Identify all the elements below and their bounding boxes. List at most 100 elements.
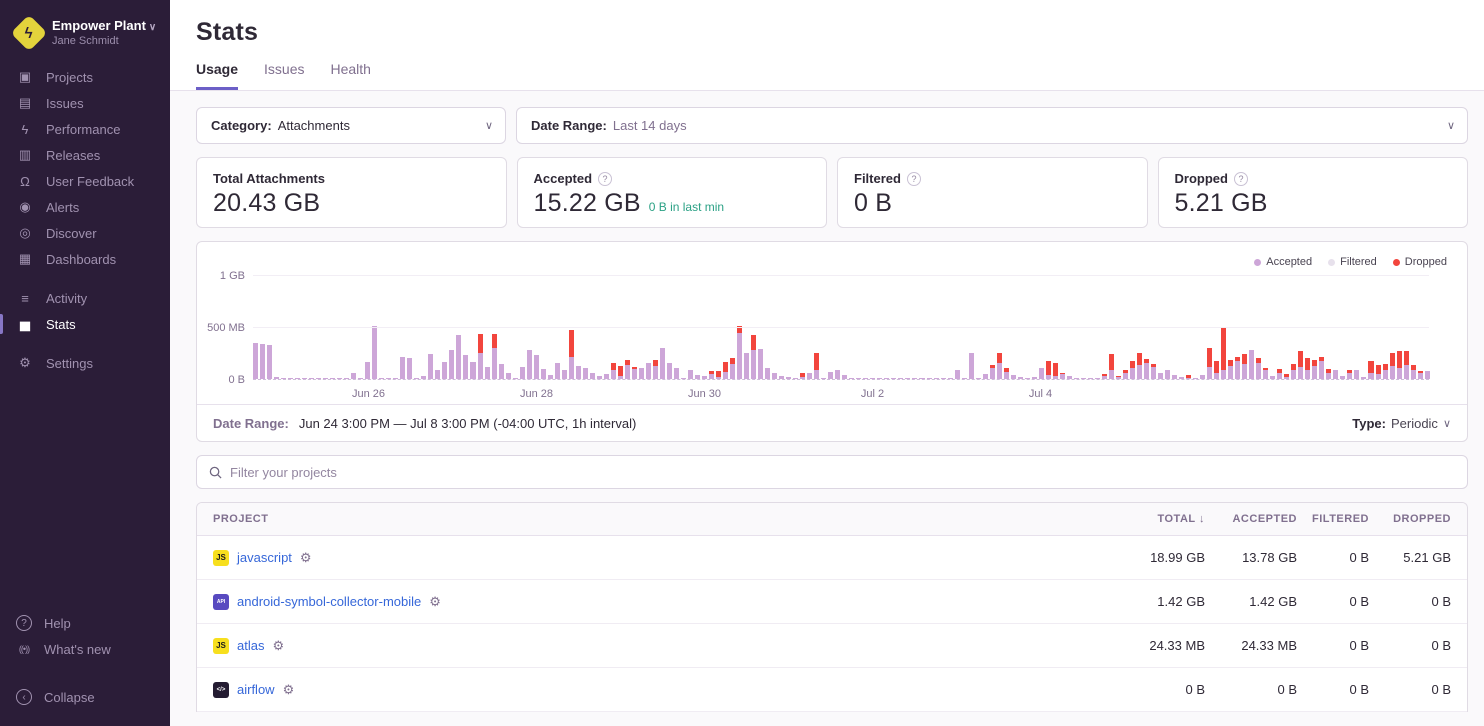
chart-bar[interactable] (274, 377, 280, 379)
chart-bar[interactable] (1108, 354, 1114, 379)
chart-bar[interactable] (793, 378, 799, 379)
chart-bar[interactable] (302, 378, 308, 379)
chart-bar[interactable] (1389, 353, 1395, 379)
chart-bar[interactable] (1319, 357, 1325, 379)
sidebar-item-dashboards[interactable]: ▦ Dashboards (0, 246, 170, 272)
chart-bar[interactable] (730, 358, 736, 379)
chart-bar[interactable] (933, 378, 939, 379)
chart-bar[interactable] (1017, 377, 1023, 379)
chart-bar[interactable] (989, 364, 995, 379)
chart-bar[interactable] (295, 378, 301, 379)
chart-bar[interactable] (1010, 375, 1016, 379)
chart-bar[interactable] (1263, 367, 1269, 379)
chart-bar[interactable] (884, 378, 890, 379)
chart-bar[interactable] (1298, 351, 1304, 379)
project-filter-input[interactable] (230, 464, 1455, 480)
tab-usage[interactable]: Usage (196, 61, 239, 90)
chart-bar[interactable] (631, 366, 637, 379)
sidebar-item-settings[interactable]: ⚙ Settings (0, 350, 170, 376)
chart-bar[interactable] (561, 369, 567, 379)
chart-bar[interactable] (512, 378, 518, 379)
chart-bar[interactable] (442, 361, 448, 379)
chart-bar[interactable] (1052, 362, 1058, 379)
chart-bar[interactable] (877, 378, 883, 379)
project-link[interactable]: atlas (237, 638, 265, 653)
chart-bar[interactable] (870, 378, 876, 379)
chart-bar[interactable] (1375, 364, 1381, 379)
chart-bar[interactable] (1361, 376, 1367, 379)
legend-item-dropped[interactable]: Dropped (1392, 256, 1447, 268)
chart-bar[interactable] (1214, 360, 1220, 379)
chart-bar[interactable] (1417, 370, 1423, 379)
chart-bar[interactable] (926, 378, 932, 379)
chart-bar[interactable] (645, 363, 651, 379)
column-header-accepted[interactable]: ACCEPTED (1205, 513, 1297, 525)
chart-bar[interactable] (1143, 359, 1149, 379)
project-settings-gear-icon[interactable]: ⚙ (272, 637, 285, 653)
chart-bar[interactable] (1284, 373, 1290, 379)
chart-bar[interactable] (379, 377, 385, 379)
chart-bar[interactable] (898, 378, 904, 379)
chart-bar[interactable] (540, 369, 546, 379)
chart-bar[interactable] (1354, 369, 1360, 379)
chart-bar[interactable] (1101, 374, 1107, 379)
chart-bar[interactable] (603, 374, 609, 379)
chart-bar[interactable] (484, 366, 490, 379)
chart-bar[interactable] (968, 353, 974, 379)
chart-bar[interactable] (1326, 368, 1332, 379)
chart-bar[interactable] (919, 378, 925, 379)
chart-bar[interactable] (1122, 369, 1128, 379)
sidebar-item-releases[interactable]: ▥ Releases (0, 142, 170, 168)
chart-bar[interactable] (1024, 378, 1030, 379)
chart-bar[interactable] (400, 357, 406, 379)
org-switcher[interactable]: ϟ Empower Plant ∨ Jane Schmidt (0, 14, 170, 64)
chart-bar[interactable] (1129, 360, 1135, 379)
chart-bar[interactable] (814, 353, 820, 379)
chart-bar[interactable] (673, 367, 679, 379)
chart-bar[interactable] (1172, 374, 1178, 379)
chart-bar[interactable] (316, 378, 322, 379)
column-header-project[interactable]: PROJECT (197, 513, 1113, 525)
chart-bar[interactable] (638, 367, 644, 379)
chart-bar[interactable] (386, 378, 392, 379)
chart-bar[interactable] (758, 349, 764, 379)
chart-bar[interactable] (912, 378, 918, 379)
chart-bar[interactable] (505, 373, 511, 379)
chart-bar[interactable] (554, 363, 560, 379)
chart-bar[interactable] (498, 364, 504, 379)
category-select[interactable]: Category: Attachments ∨ (196, 107, 506, 144)
chart-bar[interactable] (428, 353, 434, 379)
info-icon[interactable]: ? (1233, 171, 1248, 186)
chart-bar[interactable] (281, 378, 287, 379)
sidebar-item-projects[interactable]: ▣ Projects (0, 64, 170, 90)
chart-bar[interactable] (1235, 357, 1241, 379)
sidebar-item-performance[interactable]: ϟ Performance (0, 116, 170, 142)
sidebar-item-activity[interactable]: ≡ Activity (0, 285, 170, 311)
chart-bar[interactable] (891, 378, 897, 379)
chart-bar[interactable] (1228, 359, 1234, 379)
chart-bar[interactable] (821, 378, 827, 379)
project-link[interactable]: airflow (237, 682, 275, 697)
chart-bar[interactable] (1333, 369, 1339, 379)
chart-bar[interactable] (344, 378, 350, 379)
chart-bar[interactable] (1136, 353, 1142, 379)
chart-bar[interactable] (1312, 359, 1318, 379)
chart-bar[interactable] (526, 350, 532, 379)
sidebar-item-discover[interactable]: ◎ Discover (0, 220, 170, 246)
chart-type-select[interactable]: Type: Periodic ∨ (1352, 416, 1451, 431)
chart-bar[interactable] (905, 378, 911, 379)
chart-bar[interactable] (1186, 375, 1192, 379)
chart-bar[interactable] (744, 353, 750, 379)
chart-bar[interactable] (828, 371, 834, 379)
chart-bar[interactable] (253, 343, 259, 379)
chart-bar[interactable] (779, 375, 785, 379)
chart-bar[interactable] (288, 378, 294, 379)
chart-bar[interactable] (1094, 377, 1100, 379)
chart-bar[interactable] (267, 344, 273, 379)
sidebar-item-stats[interactable]: ▅ Stats (0, 311, 170, 337)
chart-bar[interactable] (358, 378, 364, 379)
column-header-filtered[interactable]: FILTERED (1297, 513, 1369, 525)
sidebar-item-issues[interactable]: ▤ Issues (0, 90, 170, 116)
chart-bar[interactable] (337, 378, 343, 379)
project-settings-gear-icon[interactable]: ⚙ (429, 593, 441, 609)
